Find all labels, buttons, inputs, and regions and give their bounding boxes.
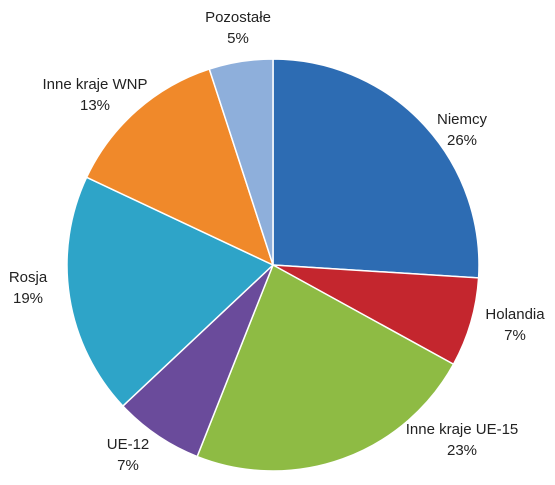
slice-value-label: 5% [227, 30, 249, 47]
pie-slice [85, 68, 275, 267]
slice-value-label: 7% [117, 457, 139, 474]
slice-label: Holandia [485, 306, 545, 323]
slice-label: UE-12 [107, 436, 150, 453]
slice-label: Rosja [9, 269, 48, 286]
pie-slice [196, 263, 455, 472]
slice-label: Niemcy [437, 111, 488, 128]
slice-value-label: 7% [504, 327, 526, 344]
slice-label: Inne kraje UE-15 [406, 421, 519, 438]
pie-slice [66, 176, 275, 408]
slice-value-label: 13% [80, 97, 110, 114]
slice-value-label: 26% [447, 132, 477, 149]
slice-value-label: 23% [447, 442, 477, 459]
slice-label: Inne kraje WNP [42, 76, 147, 93]
slice-label: Pozostałe [205, 9, 271, 26]
slice-value-label: 19% [13, 290, 43, 307]
pie-slice [272, 58, 480, 279]
pie-slice [208, 58, 274, 266]
